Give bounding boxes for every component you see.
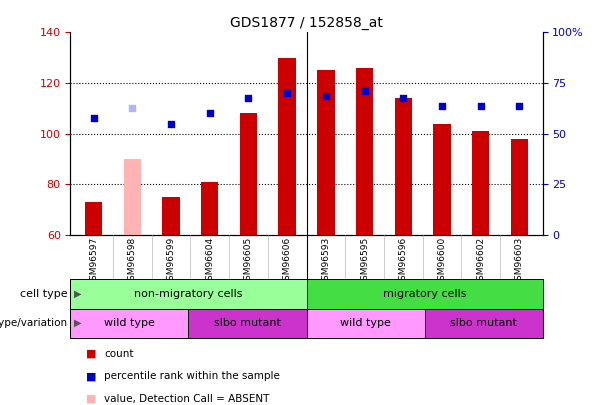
Bar (162, 197, 180, 235)
Bar (356, 68, 373, 235)
Text: GSM96604: GSM96604 (205, 237, 215, 286)
Bar (306, 309, 424, 338)
Bar (424, 309, 543, 338)
Bar (70, 279, 306, 309)
Text: value, Detection Call = ABSENT: value, Detection Call = ABSENT (104, 394, 270, 403)
Text: ▶: ▶ (74, 318, 81, 328)
Text: ■: ■ (86, 394, 96, 403)
Point (514, 102, 524, 109)
Text: GSM96593: GSM96593 (321, 237, 330, 286)
Text: GSM96598: GSM96598 (128, 237, 137, 286)
Text: count: count (104, 349, 134, 359)
Text: GSM96600: GSM96600 (438, 237, 446, 286)
Point (360, 87, 370, 94)
Bar (472, 131, 489, 235)
Point (282, 90, 292, 96)
Bar (124, 159, 141, 235)
Bar (395, 98, 412, 235)
Text: percentile rank within the sample: percentile rank within the sample (104, 371, 280, 381)
Point (89, 115, 99, 122)
Text: wild type: wild type (340, 318, 391, 328)
Text: GSM96596: GSM96596 (398, 237, 408, 286)
Bar (433, 124, 451, 235)
Text: GSM96606: GSM96606 (283, 237, 292, 286)
Bar (201, 182, 218, 235)
Point (128, 105, 137, 111)
Text: cell type: cell type (20, 289, 67, 299)
Text: GSM96603: GSM96603 (515, 237, 524, 286)
Bar (240, 113, 257, 235)
Text: ■: ■ (86, 371, 96, 381)
Bar (317, 70, 335, 235)
Point (398, 95, 408, 101)
Text: non-migratory cells: non-migratory cells (134, 289, 243, 299)
Point (437, 102, 447, 109)
Point (243, 95, 253, 101)
Text: wild type: wild type (104, 318, 155, 328)
Point (166, 120, 176, 127)
Text: migratory cells: migratory cells (383, 289, 466, 299)
Point (321, 92, 331, 99)
Text: ■: ■ (86, 349, 96, 359)
Point (205, 110, 215, 117)
Text: GSM96599: GSM96599 (167, 237, 175, 286)
Title: GDS1877 / 152858_at: GDS1877 / 152858_at (230, 16, 383, 30)
Text: genotype/variation: genotype/variation (0, 318, 67, 328)
Text: slbo mutant: slbo mutant (450, 318, 517, 328)
Text: GSM96602: GSM96602 (476, 237, 485, 286)
Point (476, 102, 485, 109)
Bar (70, 309, 189, 338)
Bar (189, 309, 306, 338)
Text: ▶: ▶ (74, 289, 81, 299)
Bar (511, 139, 528, 235)
Text: slbo mutant: slbo mutant (214, 318, 281, 328)
Bar (85, 202, 102, 235)
Text: GSM96605: GSM96605 (244, 237, 253, 286)
Text: GSM96597: GSM96597 (89, 237, 98, 286)
Bar (278, 58, 296, 235)
Bar (306, 279, 543, 309)
Text: GSM96595: GSM96595 (360, 237, 369, 286)
